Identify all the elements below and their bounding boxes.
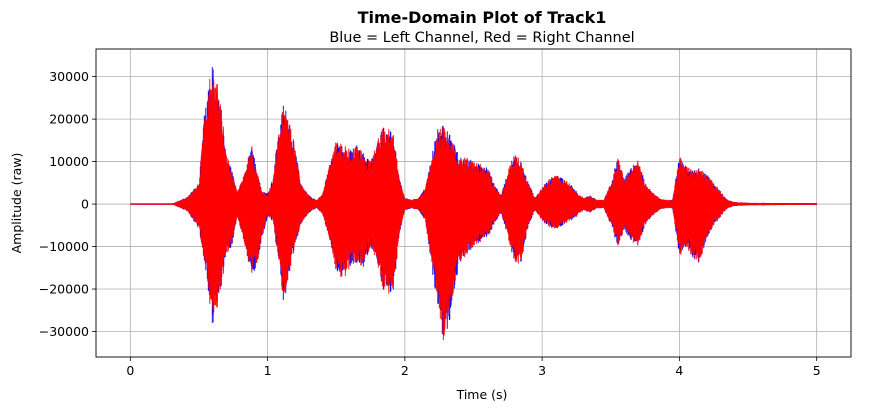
y-tick-label: −10000 [39, 239, 89, 254]
chart-subtitle: Blue = Left Channel, Red = Right Channel [329, 30, 634, 46]
y-axis: −30000 −20000 −10000 0 10000 20000 30000 [39, 69, 96, 339]
x-tick-label: 3 [538, 363, 546, 378]
y-tick-label: 10000 [49, 154, 89, 169]
y-tick-label: 0 [81, 197, 89, 212]
x-tick-label: 4 [675, 363, 683, 378]
y-tick-label: 30000 [49, 69, 89, 84]
x-axis: 0 1 2 3 4 5 [126, 357, 821, 378]
waveform-series [130, 67, 817, 340]
x-tick-label: 5 [813, 363, 821, 378]
y-tick-label: −30000 [39, 324, 89, 339]
chart-title: Time-Domain Plot of Track1 [358, 8, 607, 27]
y-axis-label: Amplitude (raw) [9, 153, 24, 254]
plot-frame [95, 48, 852, 358]
y-tick-label: 20000 [49, 112, 89, 127]
x-tick-label: 0 [126, 363, 134, 378]
grid [96, 49, 851, 357]
x-tick-label: 2 [401, 363, 409, 378]
y-tick-label: −20000 [39, 282, 89, 297]
x-axis-label: Time (s) [456, 387, 508, 402]
x-tick-label: 1 [264, 363, 272, 378]
